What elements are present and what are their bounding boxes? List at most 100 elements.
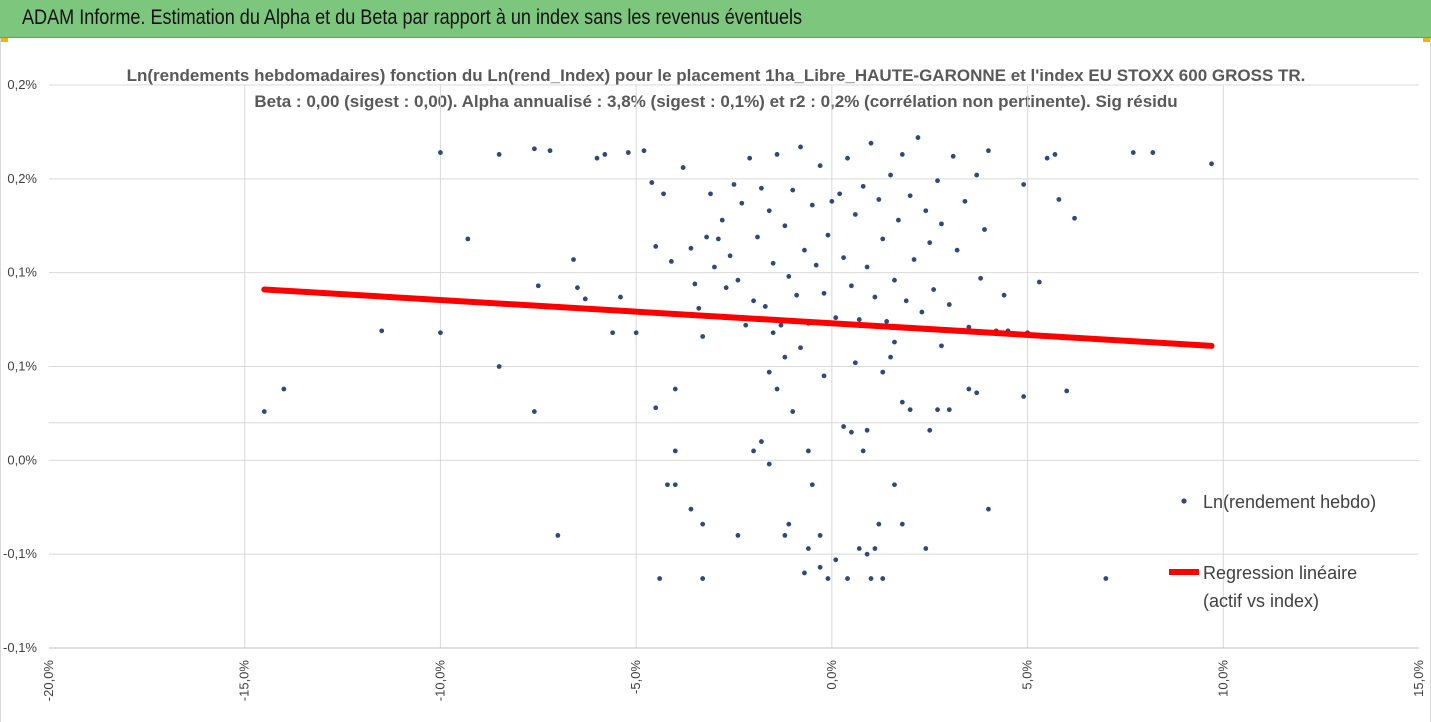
data-point — [531, 409, 537, 414]
data-point — [1044, 155, 1050, 161]
data-point — [438, 150, 443, 155]
data-point — [837, 191, 843, 197]
y-tick-label: 0,2% — [7, 77, 37, 92]
data-point — [625, 150, 631, 155]
data-point — [602, 152, 608, 157]
data-point — [727, 253, 733, 259]
report-header: ADAM Informe. Estimation du Alpha et du … — [0, 0, 1431, 38]
data-point — [821, 290, 827, 296]
regression-line-path — [261, 286, 1215, 349]
data-point — [672, 482, 678, 488]
data-point — [872, 294, 878, 300]
data-point — [817, 533, 823, 538]
data-point — [688, 506, 694, 512]
data-point — [680, 165, 686, 170]
data-point — [672, 448, 678, 454]
data-point — [594, 155, 600, 161]
data-point — [665, 482, 670, 488]
data-point — [946, 407, 952, 413]
data-point — [1056, 197, 1062, 202]
data-point — [915, 135, 921, 140]
data-point — [856, 317, 862, 322]
data-point — [849, 429, 854, 435]
data-point — [766, 369, 772, 375]
data-point — [547, 148, 553, 154]
data-point — [723, 285, 729, 291]
data-point — [715, 236, 721, 242]
data-point — [770, 260, 776, 266]
data-point — [766, 208, 772, 214]
data-point — [1130, 150, 1136, 155]
data-point — [852, 212, 858, 217]
data-point — [817, 564, 823, 570]
data-point — [845, 576, 850, 581]
data-point — [821, 373, 827, 379]
data-point — [899, 399, 905, 405]
data-point — [978, 275, 983, 281]
data-points — [261, 135, 1214, 581]
x-axis-ticks: -20,0% -15,0% -10,0% -5,0% 0,0% 5,0% 10,0% 15,0… — [41, 660, 1426, 702]
data-point — [668, 259, 674, 264]
y-tick-label: 0,0% — [7, 452, 37, 467]
data-point — [1072, 215, 1077, 221]
data-point — [610, 330, 616, 336]
data-point — [825, 576, 831, 581]
data-point — [261, 409, 267, 414]
data-point — [927, 427, 933, 433]
data-point — [935, 407, 940, 413]
data-point — [1021, 182, 1027, 187]
chart-title-line-1: Ln(rendements hebdomadaires) fonction du… — [127, 66, 1306, 85]
data-point — [649, 180, 655, 185]
data-point — [1209, 161, 1214, 167]
data-point — [582, 296, 588, 302]
x-tick-label: 10,0% — [1215, 660, 1230, 697]
data-point — [755, 234, 760, 240]
data-point — [731, 182, 737, 187]
data-point — [657, 576, 663, 581]
data-point — [653, 243, 659, 249]
data-point — [954, 247, 960, 253]
data-point — [880, 369, 886, 375]
data-point — [946, 302, 952, 307]
data-point — [790, 409, 796, 414]
data-point — [798, 144, 803, 150]
data-point — [805, 546, 811, 551]
data-point — [986, 506, 991, 512]
data-point — [833, 557, 839, 563]
x-tick-label: 0,0% — [824, 660, 839, 690]
data-point — [438, 330, 443, 336]
corner-accent-right — [1423, 38, 1431, 42]
data-point — [896, 217, 901, 223]
data-point — [892, 277, 897, 283]
data-point — [805, 448, 811, 454]
data-point — [825, 232, 831, 238]
data-point — [700, 521, 706, 527]
data-point — [852, 360, 858, 366]
y-tick-label: 0,2% — [7, 171, 37, 186]
data-point — [1103, 576, 1109, 581]
data-point — [974, 172, 980, 178]
data-point — [1021, 394, 1027, 399]
chart-frame: Ln(rendements hebdomadaires) fonction du… — [0, 38, 1431, 722]
data-point — [841, 424, 846, 429]
legend-label-regression-line: Regression linéaire — [1203, 563, 1357, 583]
data-point — [1036, 279, 1042, 285]
data-point — [700, 576, 706, 581]
data-point — [782, 533, 788, 538]
data-point — [798, 345, 803, 351]
data-point — [876, 521, 882, 527]
data-point — [864, 551, 870, 557]
x-tick-label: -20,0% — [41, 660, 56, 702]
data-point — [923, 546, 929, 551]
data-point — [888, 172, 893, 178]
data-point — [747, 155, 753, 161]
data-point — [907, 193, 913, 199]
data-point — [743, 322, 749, 328]
data-point — [786, 521, 792, 527]
data-point — [864, 264, 870, 270]
data-point — [653, 405, 659, 411]
data-point — [790, 187, 796, 193]
grid — [49, 84, 1419, 649]
data-point — [1052, 152, 1058, 157]
data-point — [868, 576, 874, 581]
